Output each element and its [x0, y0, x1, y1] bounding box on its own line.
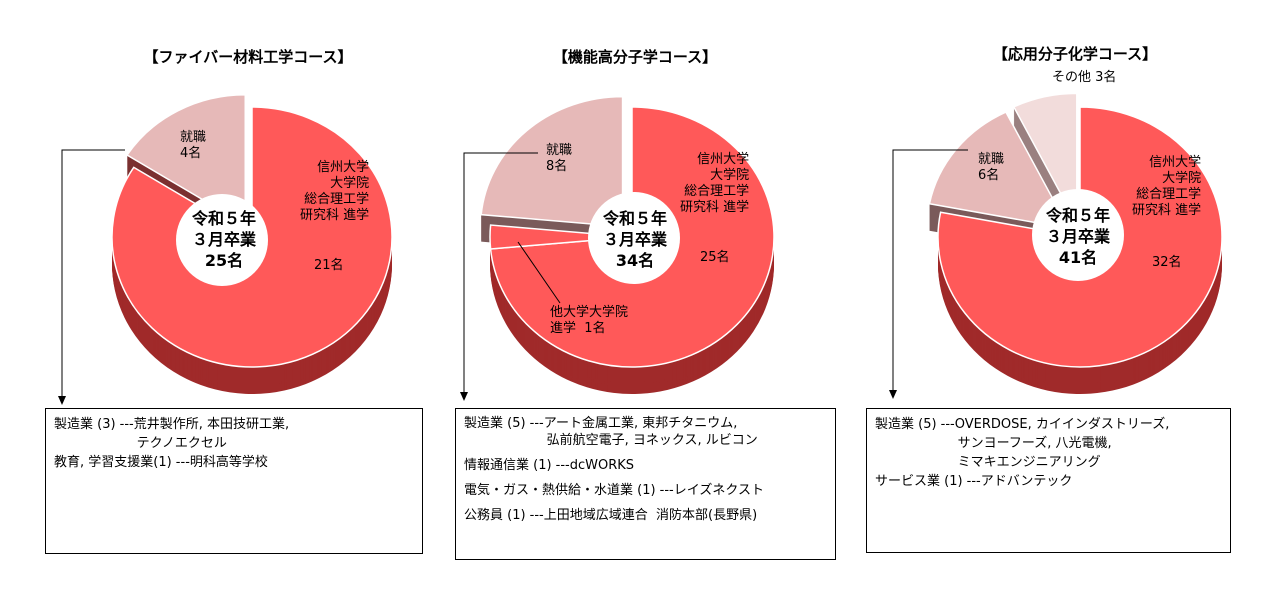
box-line: 製造業 (3) ---荒井製作所, 本田技研工業,	[54, 417, 290, 432]
chart1-center-text: 令和５年 ３月卒業 25名	[191, 209, 257, 270]
chart1-slice-2	[125, 93, 247, 227]
chart1-label-shingaku: 信州大学 大学院 総合理工学 研究科 進学	[300, 160, 370, 223]
chart3-label-other: その他 3名	[1052, 70, 1117, 85]
chart1-employer-box: 製造業 (3) ---荒井製作所, 本田技研工業, テクノエクセル 教育, 学習…	[45, 408, 423, 554]
chart3-leader-line	[892, 149, 968, 392]
chart2-slice-2	[489, 224, 633, 250]
chart2-slice-3	[480, 95, 624, 228]
chart2-arrowhead	[460, 392, 468, 401]
chart1-value-shingaku: 21名	[314, 258, 344, 273]
box-line: テクノエクセル	[54, 436, 227, 451]
chart2-label-shingaku: 信州大学 大学院 総合理工学 研究科 進学	[680, 152, 750, 215]
chart1-label-shushoku: 就職 4名	[180, 130, 207, 161]
chart2-center-text: 令和５年 ３月卒業 34名	[602, 209, 668, 270]
box-line: 電気・ガス・熱供給・水道業 (1) ---レイズネクスト	[464, 483, 764, 498]
chart1-center-hole	[176, 194, 268, 286]
chart2-title: 【機能高分子学コース】	[552, 48, 718, 66]
box-line: 製造業 (5) ---OVERDOSE, カイインダストリーズ,	[875, 417, 1170, 432]
chart3-arrowhead	[889, 390, 897, 399]
chart3-title: 【応用分子化学コース】	[992, 45, 1158, 63]
box-line: 公務員 (1) ---上田地域広域連合 消防本部(長野県)	[464, 508, 758, 523]
chart1-title: 【ファイバー材料工学コース】	[143, 48, 353, 66]
chart2-other-univ-leader	[517, 241, 561, 304]
box-line: 教育, 学習支援業(1) ---明科高等学校	[54, 455, 268, 470]
chart3-slice-1	[937, 106, 1223, 368]
chart3-label-shingaku: 信州大学 大学院 総合理工学 研究科 進学	[1132, 155, 1202, 218]
chart1-leader-line	[61, 149, 125, 398]
box-line: 情報通信業 (1) ---dcWORKS	[464, 458, 635, 473]
chart1-slice-1	[111, 106, 393, 368]
box-line: 弘前航空電子, ヨネックス, ルビコン	[464, 433, 758, 448]
box-line: ミマキエンジニアリング	[875, 455, 1101, 470]
chart3-center-text: 令和５年 ３月卒業 41名	[1045, 206, 1111, 267]
chart1-arrowhead	[58, 396, 66, 405]
chart2-label-shushoku: 就職 8名	[546, 143, 573, 174]
box-line: サービス業 (1) ---アドバンテック	[875, 474, 1073, 489]
chart3-label-shushoku: 就職 6名	[978, 152, 1005, 183]
chart2-center-hole	[588, 192, 680, 284]
chart2-leader-line	[463, 152, 538, 394]
chart3-slice-3	[1012, 92, 1078, 224]
chart2-employer-box: 製造業 (5) ---アート金属工業, 東邦チタニウム, 弘前航空電子, ヨネッ…	[455, 408, 836, 560]
chart3-employer-box: 製造業 (5) ---OVERDOSE, カイインダストリーズ, サンヨーフーズ…	[866, 408, 1231, 553]
chart3-value-shingaku: 32名	[1152, 255, 1182, 270]
chart3-center-hole	[1032, 189, 1124, 281]
chart2-label-other-univ: 他大学大学院 進学 1名	[550, 305, 629, 336]
box-line: 製造業 (5) ---アート金属工業, 東邦チタニウム,	[464, 416, 738, 431]
chart2-value-shingaku: 25名	[700, 250, 730, 265]
box-line: サンヨーフーズ, 八光電機,	[875, 436, 1112, 451]
